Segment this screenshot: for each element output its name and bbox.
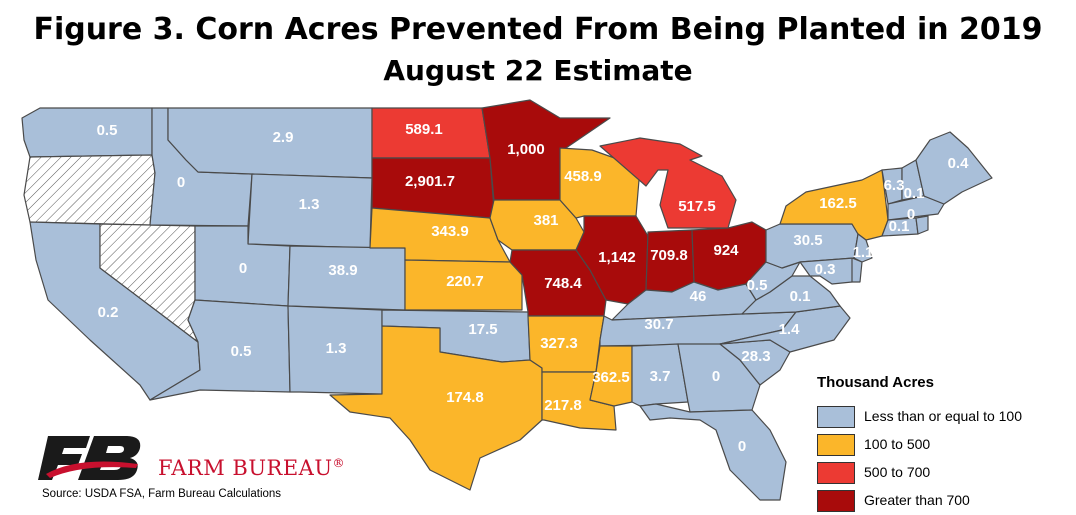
state-value-michigan: 517.5 xyxy=(678,198,716,215)
state-value-ohio: 924 xyxy=(713,242,739,259)
state-texas xyxy=(329,325,543,491)
state-value-new-mexico: 1.3 xyxy=(326,340,347,357)
state-value-south-dakota: 2,901.7 xyxy=(405,173,455,190)
state-value-missouri: 748.4 xyxy=(544,275,582,292)
state-new-jersey xyxy=(853,233,873,263)
state-value-wyoming: 1.3 xyxy=(299,196,320,213)
state-massachusetts xyxy=(887,195,945,221)
state-value-new-hampshire: 0.1 xyxy=(904,185,925,202)
registered-mark: ® xyxy=(332,456,346,470)
state-value-georgia: 0 xyxy=(712,368,720,385)
state-value-arkansas: 327.3 xyxy=(540,335,578,352)
legend-swatch xyxy=(817,406,855,428)
state-value-california: 0.2 xyxy=(98,304,119,321)
legend-swatch xyxy=(817,462,855,484)
state-maine xyxy=(915,131,993,205)
state-value-kentucky: 46 xyxy=(690,288,707,305)
state-value-pennsylvania: 30.5 xyxy=(793,232,822,249)
state-rhode-island xyxy=(915,215,929,235)
chart-subtitle: August 22 Estimate xyxy=(383,54,693,87)
state-value-connecticut: 0.1 xyxy=(889,218,910,235)
state-value-west-virginia: 0.5 xyxy=(747,277,768,294)
chart-title: Figure 3. Corn Acres Prevented From Bein… xyxy=(33,12,1043,47)
state-value-idaho: 0 xyxy=(177,174,185,191)
state-value-washington: 0.5 xyxy=(97,122,118,139)
state-illinois xyxy=(575,215,649,305)
state-value-alabama: 3.7 xyxy=(650,368,671,385)
state-value-colorado: 38.9 xyxy=(328,262,357,279)
state-montana xyxy=(167,107,373,179)
state-value-wisconsin: 458.9 xyxy=(564,168,602,185)
legend-label: Greater than 700 xyxy=(864,492,970,508)
brand-text: FARM BUREAU xyxy=(158,456,333,480)
legend-title: Thousand Acres xyxy=(817,374,934,391)
legend-label: Less than or equal to 100 xyxy=(864,408,1023,424)
state-value-tennessee: 30.7 xyxy=(644,316,673,333)
state-value-minnesota: 1,000 xyxy=(507,141,545,158)
state-value-north-carolina: 1.4 xyxy=(779,321,801,338)
state-value-south-carolina: 28.3 xyxy=(741,348,770,365)
state-value-iowa: 381 xyxy=(533,212,558,229)
state-value-virginia: 0.1 xyxy=(790,288,811,305)
state-new-mexico xyxy=(287,305,383,395)
legend-swatch xyxy=(817,490,855,512)
legend-swatch xyxy=(817,434,855,456)
state-michigan xyxy=(599,137,737,229)
legend-label: 100 to 500 xyxy=(864,436,931,452)
state-north-carolina xyxy=(719,305,851,353)
state-kansas xyxy=(404,259,523,311)
state-value-mississippi: 362.5 xyxy=(592,369,630,386)
state-florida xyxy=(639,403,787,501)
state-value-north-dakota: 589.1 xyxy=(405,121,443,138)
state-value-vermont: 6.3 xyxy=(884,177,905,194)
state-value-florida: 0 xyxy=(738,438,746,455)
state-value-utah: 0 xyxy=(239,260,247,277)
state-washington xyxy=(21,107,153,158)
state-value-montana: 2.9 xyxy=(273,129,294,146)
state-value-indiana: 709.8 xyxy=(650,247,688,264)
state-value-nebraska: 343.9 xyxy=(431,223,469,240)
brand-name: FARM BUREAU® xyxy=(158,456,345,480)
state-value-illinois: 1,142 xyxy=(598,249,636,266)
farm-bureau-logo-icon xyxy=(38,436,141,480)
state-value-new-jersey: 1.1 xyxy=(853,244,874,261)
state-value-louisiana: 217.8 xyxy=(544,397,582,414)
source-note: Source: USDA FSA, Farm Bureau Calculatio… xyxy=(42,488,282,500)
state-oregon xyxy=(23,154,156,226)
legend-label: 500 to 700 xyxy=(864,464,931,480)
state-value-maine: 0.4 xyxy=(948,155,970,172)
state-value-maryland: 0.3 xyxy=(815,261,836,278)
state-value-arizona: 0.5 xyxy=(231,343,252,360)
state-value-new-york: 162.5 xyxy=(819,195,857,212)
state-value-oklahoma: 17.5 xyxy=(468,321,497,338)
state-value-texas: 174.8 xyxy=(446,389,484,406)
state-value-kansas: 220.7 xyxy=(446,273,484,290)
state-value-massachusetts: 0 xyxy=(907,206,915,223)
